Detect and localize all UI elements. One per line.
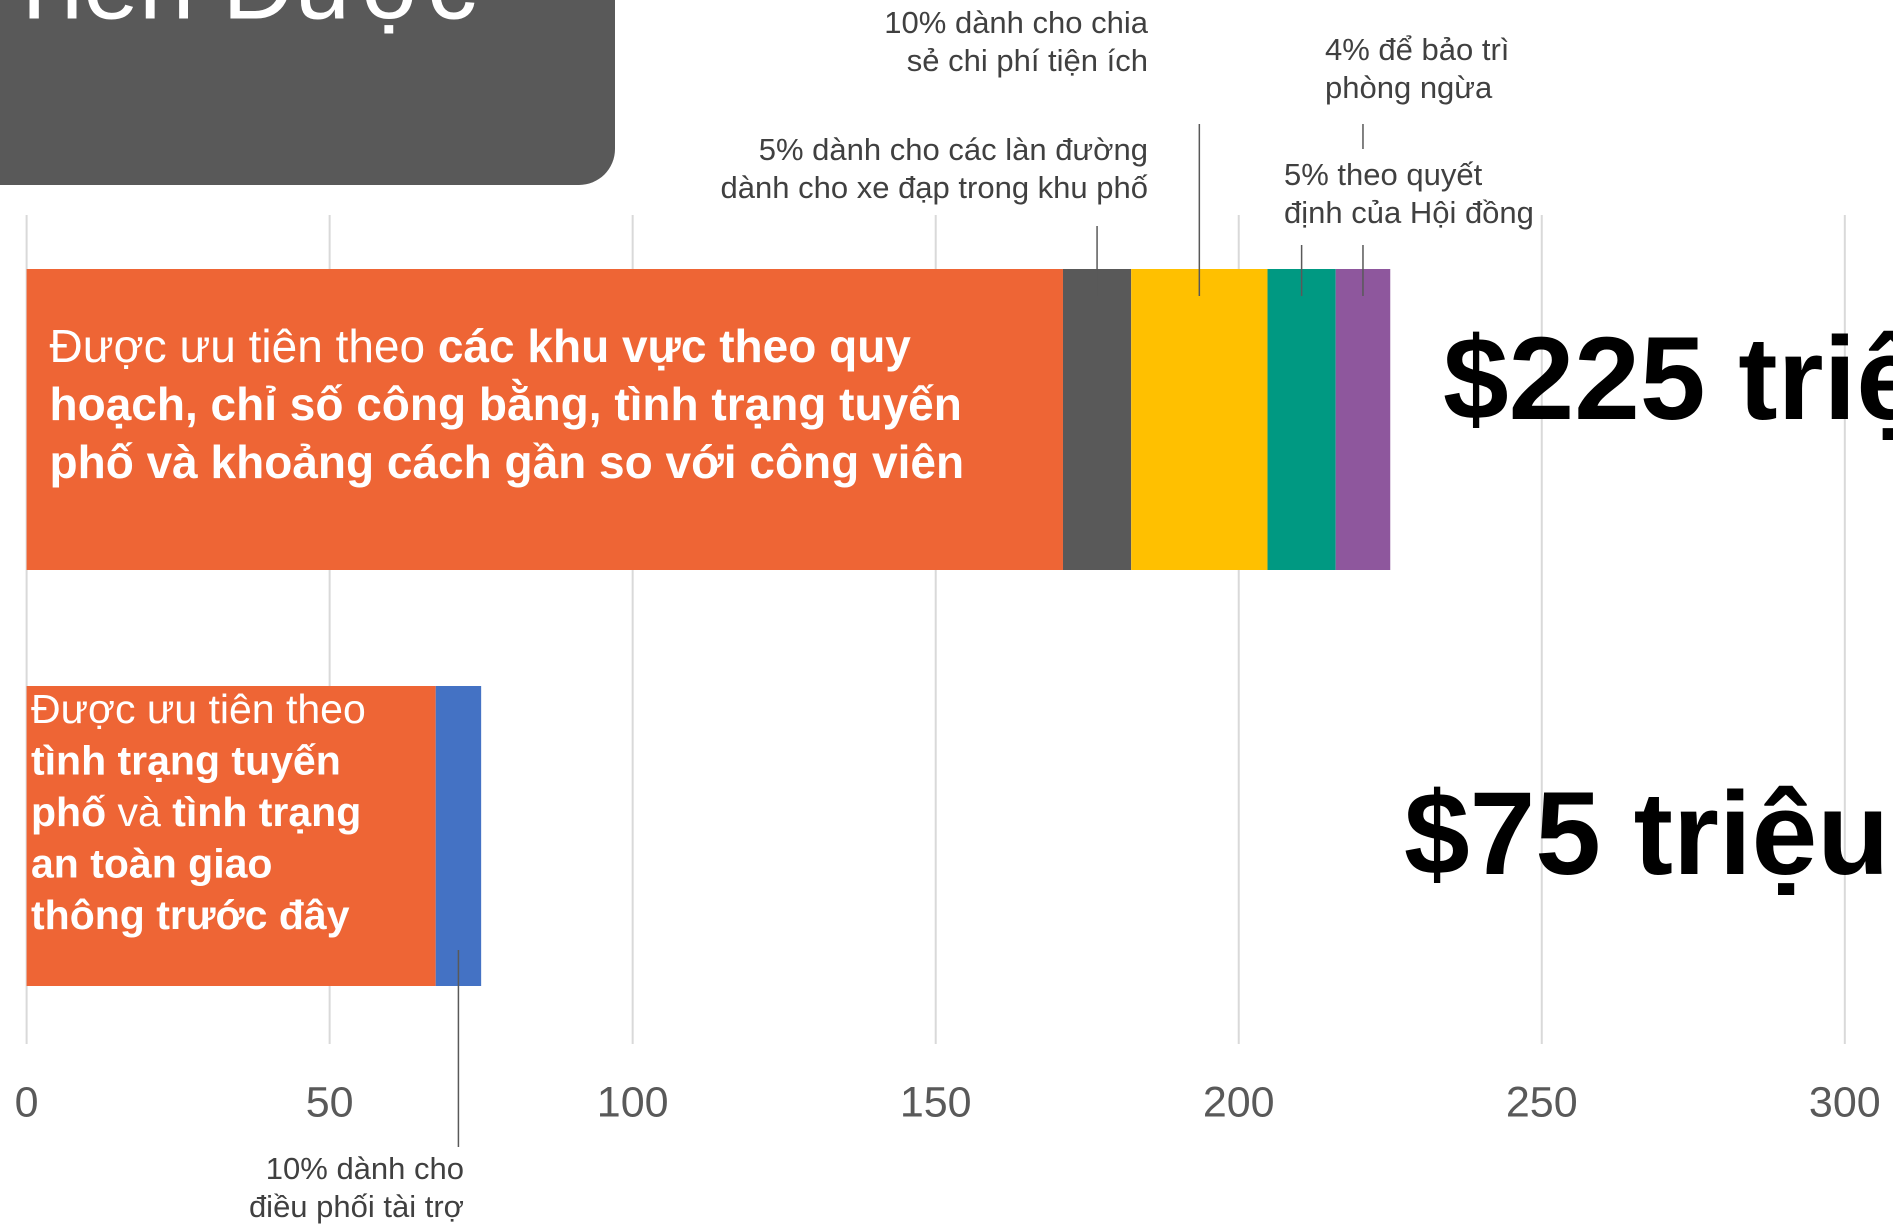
bar-label-run: tình trạng tuyến [31,737,341,783]
bar-label-run: an toàn giao [31,840,272,886]
bar-label: hoạch, chỉ số công bằng, tình trạng tuyế… [50,378,962,430]
bar-label: phố và tình trạng [31,789,361,835]
annotation: phòng ngừa [1325,70,1493,105]
x-tick-label: 250 [1506,1078,1578,1126]
chart-title: Tiên Được [4,0,477,40]
bar-label: thông trước đây [31,892,350,938]
bar-label-run: các khu vực theo quy [438,320,911,372]
annotation: điều phối tài trợ [249,1189,464,1224]
bar-label-run: Được ưu tiên theo [50,320,438,372]
bar-label-run: hoạch, chỉ số công bằng, tình trạng tuyế… [50,378,962,430]
annotation: dành cho xe đạp trong khu phố [721,170,1148,205]
annotation: 10% dành cho [266,1151,464,1186]
bar-segment [435,686,482,986]
annotation: định của Hội đồng [1284,195,1534,230]
annotation: 10% dành cho chia [884,5,1148,40]
total-label: $75 triệu [1404,768,1889,900]
bar-label-run: phố [31,789,106,835]
x-tick-label: 50 [306,1078,354,1126]
bar-label: phố và khoảng cách gần so với công viên [50,436,965,488]
bar-segment [26,686,436,986]
annotation: 5% theo quyết [1284,157,1483,192]
bar-label-run: thông trước đây [31,892,350,938]
annotation: 4% để bảo trì [1325,32,1509,67]
x-tick-label: 100 [597,1078,669,1126]
bar-segment [1062,269,1132,570]
x-tick-label: 150 [900,1078,972,1126]
bar-label-run: tình trạng [172,789,361,835]
bar-label-run: phố và khoảng cách gần so với công viên [50,436,965,488]
bar-label: Được ưu tiên theo các khu vực theo quy [50,320,912,372]
bar-label-run: và [106,789,172,835]
x-tick-label: 0 [15,1078,39,1126]
annotation: 5% dành cho các làn đường [759,132,1148,167]
title-box [0,0,615,185]
bar-label-run: Được ưu tiên theo [31,686,366,732]
total-label: $225 triệu [1443,313,1893,445]
annotation: sẻ chi phí tiện ích [907,43,1148,78]
bar-label: Được ưu tiên theo [31,686,366,732]
x-tick-label: 300 [1809,1078,1881,1126]
x-tick-label: 200 [1203,1078,1275,1126]
bar-segment [1335,269,1391,570]
bar-label: an toàn giao [31,840,272,886]
bar-segment [1267,269,1336,570]
bar-segment [1131,269,1268,570]
bar-label: tình trạng tuyến [31,737,341,783]
bar-segment [26,269,1063,570]
